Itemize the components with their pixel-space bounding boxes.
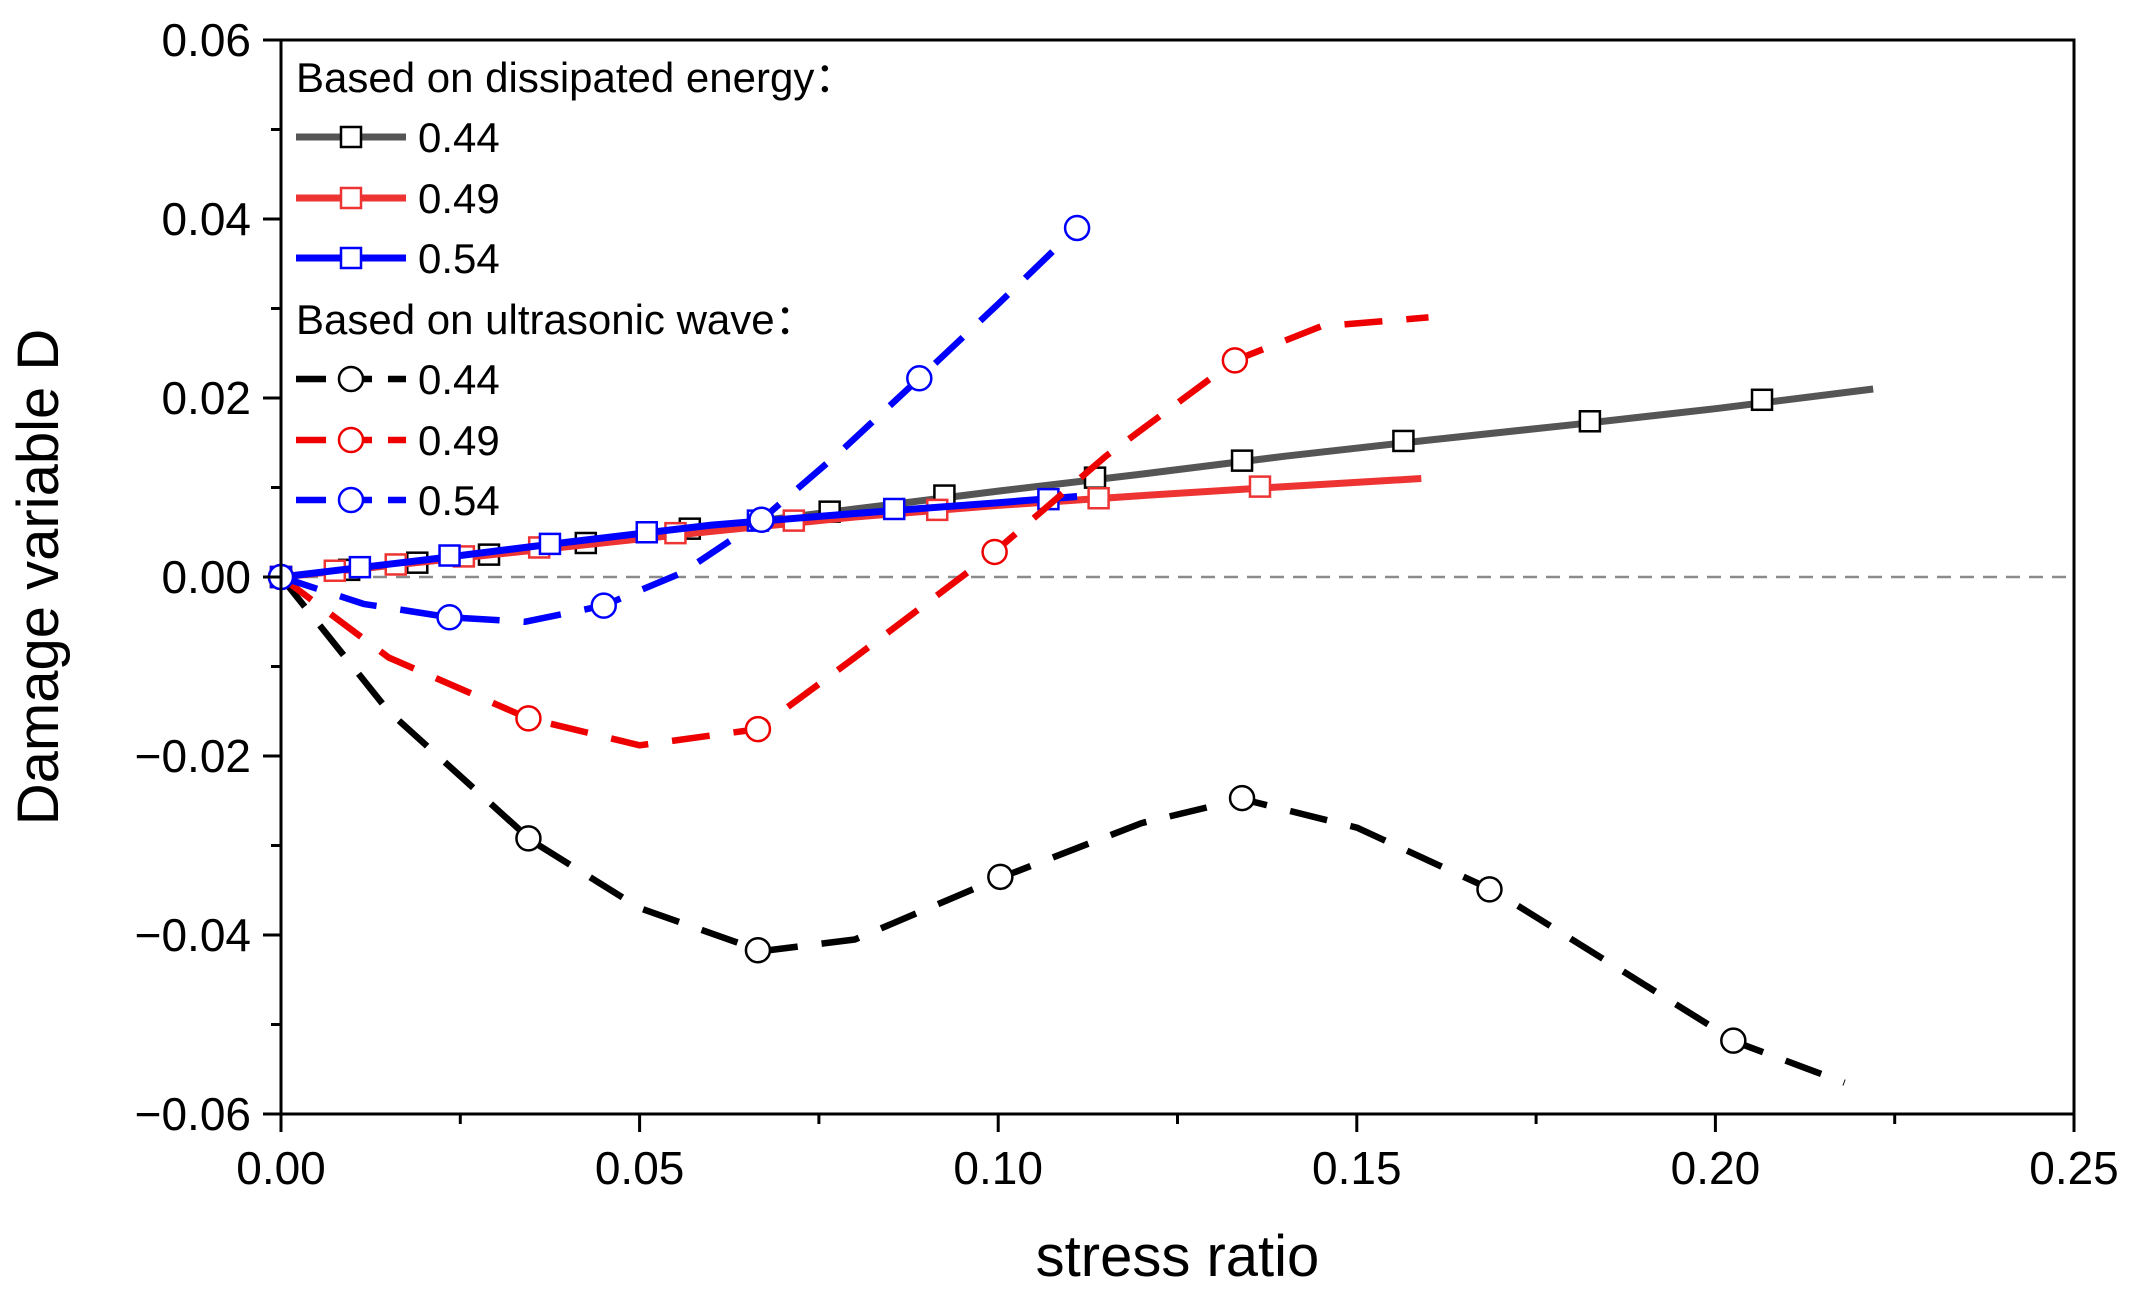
data-point-circle [515, 705, 542, 732]
data-point-circle [744, 936, 772, 964]
data-point-square [1248, 475, 1272, 498]
legend: Based on dissipated energy： Based on ultr… [296, 54, 856, 524]
data-point-circle [436, 604, 463, 631]
legend-heading-ultrasonic: Based on ultrasonic wave： [296, 296, 817, 343]
legend-entry-energy-049: 0.49 [296, 175, 500, 222]
data-point-square [538, 532, 562, 556]
series-ultrasonic-044 [267, 563, 1846, 1086]
legend-heading-dissipated: Based on dissipated energy： [296, 54, 856, 101]
data-point-circle [1228, 784, 1256, 812]
y-tick-label: −0.04 [135, 909, 251, 961]
data-point-circle [515, 825, 542, 852]
data-point-circle [987, 863, 1014, 891]
legend-swatch-square [339, 125, 363, 149]
data-point-square [882, 497, 906, 521]
data-point-circle [906, 365, 933, 392]
legend-label: 0.44 [418, 114, 500, 161]
series-line [279, 225, 1080, 626]
legend-label: 0.54 [418, 235, 500, 282]
series-line [279, 314, 1429, 749]
data-point-circle [1063, 214, 1091, 242]
legend-swatch-circle [337, 486, 365, 514]
legend-label: 0.44 [418, 356, 500, 403]
y-tick-label: 0.00 [161, 551, 251, 603]
y-tick-label: −0.02 [135, 730, 251, 782]
data-point-square [635, 521, 659, 544]
legend-label: 0.49 [418, 175, 500, 222]
data-point-square [1750, 388, 1774, 412]
legend-label: 0.49 [418, 417, 500, 464]
y-tick-label: −0.06 [135, 1088, 251, 1140]
series-line [280, 493, 1078, 581]
data-point-square [348, 555, 372, 579]
legend-entry-energy-044: 0.44 [296, 114, 500, 161]
series-energy-044 [269, 385, 1874, 589]
data-point-square [438, 544, 461, 567]
y-tick-label: 0.04 [161, 193, 251, 245]
x-axis-title: stress ratio [1036, 1224, 1320, 1289]
data-point-circle [748, 506, 775, 533]
data-point-square [1392, 429, 1415, 453]
legend-entry-energy-054: 0.54 [296, 235, 500, 282]
data-point-circle [1720, 1027, 1747, 1054]
legend-entry-ultrasonic-054: 0.54 [296, 477, 500, 524]
legend-swatch-square [339, 246, 363, 270]
y-tick-label: 0.06 [161, 14, 251, 66]
x-tick-label: 0.25 [2029, 1142, 2119, 1194]
data-point-square [1087, 486, 1110, 510]
x-tick-label: 0.15 [1312, 1142, 1402, 1194]
legend-label: 0.54 [418, 477, 500, 524]
x-tick-label: 0.05 [595, 1142, 685, 1194]
x-tick-label: 0.20 [1671, 1142, 1761, 1194]
data-point-square [1230, 449, 1254, 472]
legend-entry-ultrasonic-049: 0.49 [296, 417, 500, 464]
series-line [278, 574, 1846, 1086]
x-tick-label: 0.10 [953, 1142, 1043, 1194]
legend-entry-ultrasonic-044: 0.44 [296, 356, 500, 403]
x-tick-label: 0.00 [236, 1142, 326, 1194]
data-point-square [1578, 410, 1602, 433]
data-point-circle [590, 592, 617, 619]
legend-swatch-square [339, 186, 363, 210]
data-point-circle [1476, 876, 1503, 903]
legend-swatch-circle [337, 426, 365, 454]
legend-swatch-circle [337, 365, 365, 393]
y-tick-label: 0.02 [161, 372, 251, 424]
data-point-circle [744, 715, 772, 743]
y-axis-title: Damage variable D [6, 329, 71, 825]
data-point-circle [981, 538, 1008, 566]
data-point-circle [1221, 347, 1249, 374]
